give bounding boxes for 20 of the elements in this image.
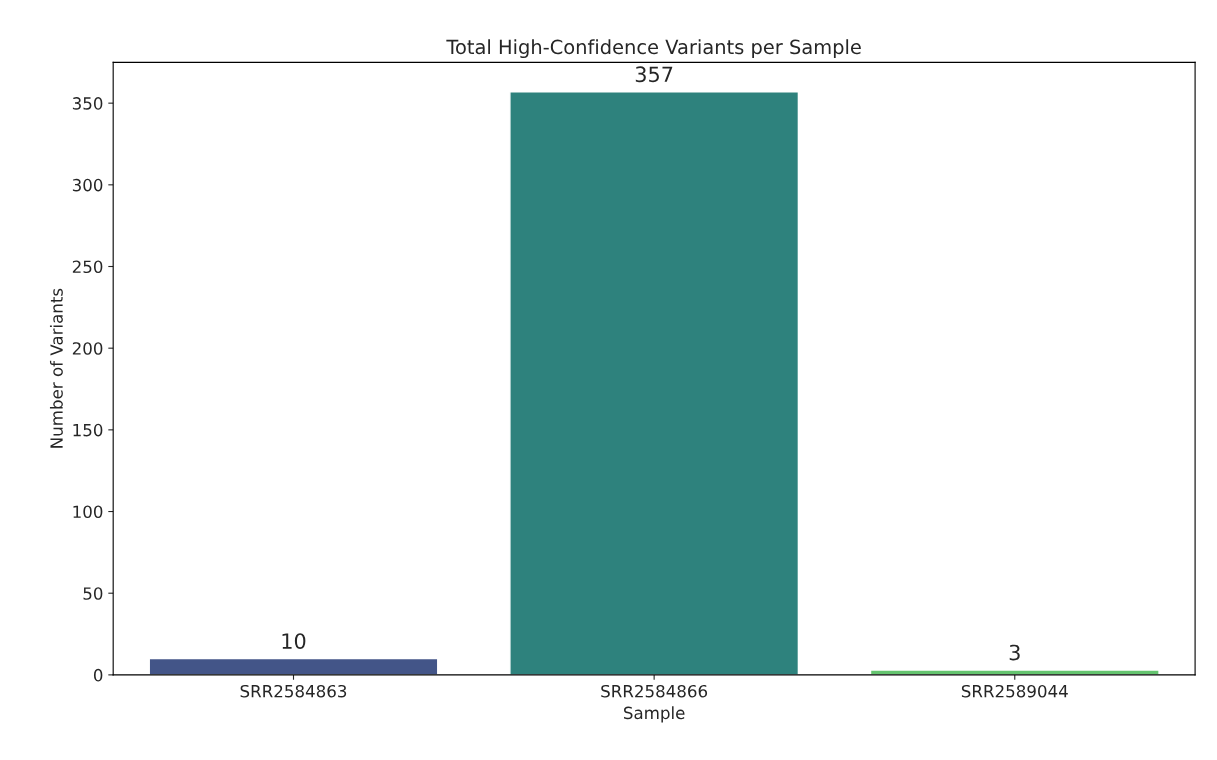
data-label: 357 — [635, 66, 673, 83]
y-tick-label: 200 — [72, 342, 103, 355]
chart-title: Total High-Confidence Variants per Sample — [446, 39, 861, 59]
bar — [148, 657, 439, 675]
y-tick-label: 100 — [73, 505, 103, 519]
data-label: 10 — [282, 633, 306, 649]
bar — [869, 669, 1160, 675]
y-tick-label: 350 — [72, 97, 103, 110]
y-axis-title: Number of Variants — [49, 288, 63, 448]
bar — [509, 91, 800, 675]
x-axis-title: Sample — [623, 706, 685, 723]
data-label: 3 — [1009, 644, 1020, 661]
y-tick-label: 250 — [72, 260, 103, 274]
x-tick-label: SRR2589044 — [961, 684, 1068, 698]
y-tick-label: 50 — [83, 587, 103, 600]
y-tick-label: 150 — [73, 423, 103, 437]
y-tick-label: 300 — [72, 178, 103, 192]
x-tick-label: SRR2584866 — [601, 684, 708, 698]
y-tick-label: 0 — [93, 668, 103, 682]
x-tick-label: SRR2584863 — [240, 684, 347, 698]
